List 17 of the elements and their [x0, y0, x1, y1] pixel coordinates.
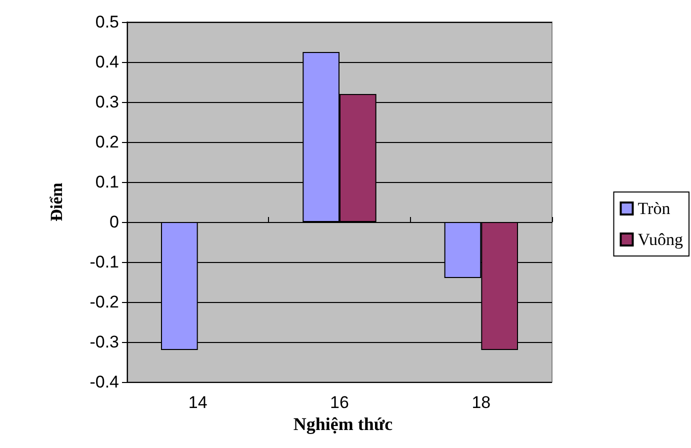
y-tick-label: 0.4	[95, 52, 119, 72]
legend-label: Tròn	[638, 199, 671, 218]
y-tick-label: 0.3	[95, 92, 119, 112]
y-tick-label: 0.1	[95, 172, 119, 192]
y-tick-label: 0.5	[95, 12, 119, 32]
y-tick-label: -0.1	[90, 252, 119, 272]
y-tick-label: -0.4	[90, 372, 119, 392]
x-tick-label: 16	[330, 393, 349, 412]
x-tick-label: 14	[188, 393, 208, 412]
legend-label: Vuông	[638, 230, 684, 249]
x-axis-title: Nghiệm thức	[293, 414, 393, 434]
y-axis-title: Điểm	[47, 182, 66, 222]
y-tick-label: 0	[110, 212, 119, 232]
y-tick-label: 0.2	[95, 132, 119, 152]
y-tick-label: -0.2	[90, 292, 119, 312]
y-tick-label: -0.3	[90, 332, 119, 352]
x-tick-label: 18	[472, 393, 491, 412]
